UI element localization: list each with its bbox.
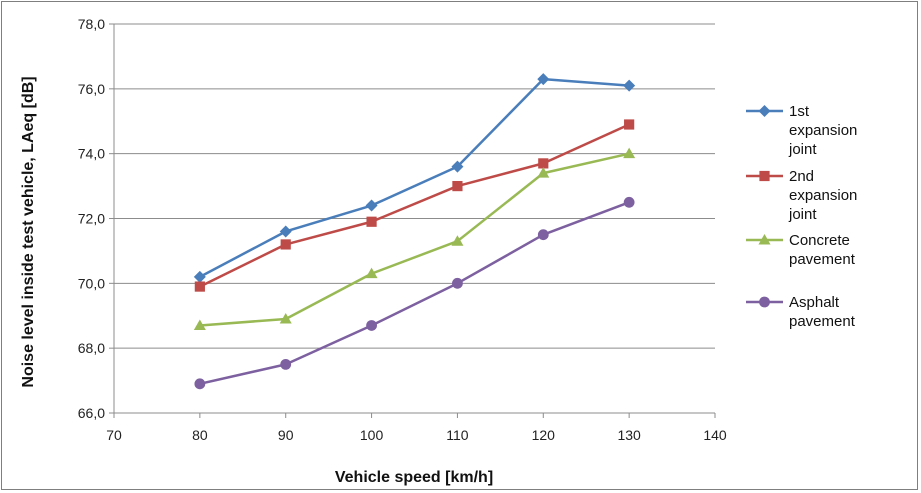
data-point — [537, 73, 550, 86]
series-line — [199, 201, 630, 386]
data-point — [537, 229, 549, 241]
series-line — [199, 77, 630, 278]
data-point — [623, 147, 636, 159]
data-point — [452, 277, 463, 289]
data-point — [365, 267, 378, 279]
legend-label: joint — [788, 206, 817, 223]
data-point — [758, 105, 771, 117]
data-point — [194, 378, 206, 390]
legend-label: 2nd — [789, 168, 814, 185]
x-tick-label: 70 — [106, 427, 122, 443]
legend-label: pavement — [789, 251, 856, 268]
x-tick-label: 130 — [617, 427, 641, 443]
y-axis-title: Noise level inside test vehicle, LAeq [d… — [20, 76, 37, 387]
y-tick-labels: 66,0 68,0 70,0 72,0 74,0 76,0 78,0 — [78, 16, 105, 421]
series-circle — [194, 196, 635, 390]
legend-label: pavement — [789, 313, 856, 330]
x-tick-label: 110 — [446, 427, 469, 443]
y-tick-label: 76,0 — [78, 81, 105, 97]
data-point — [366, 320, 377, 331]
data-point — [193, 270, 206, 283]
series-lines — [193, 73, 636, 390]
data-point — [279, 312, 292, 324]
x-tick-label: 80 — [192, 427, 208, 443]
data-point — [538, 158, 549, 169]
series-square — [194, 119, 635, 292]
y-tick-label: 72,0 — [78, 211, 105, 227]
legend-item: 1st expansion joint — [746, 103, 857, 158]
series-diamond — [193, 73, 636, 283]
y-tick-label: 66,0 — [78, 405, 105, 421]
x-tick-label: 120 — [532, 427, 556, 443]
series-line — [199, 152, 630, 327]
axes — [109, 23, 716, 418]
legend-label: Concrete — [789, 232, 850, 249]
data-point — [194, 281, 205, 292]
gridlines — [114, 23, 715, 349]
legend: 1st expansion joint 2nd expansion joint Concre… — [746, 103, 857, 330]
y-tick-label: 74,0 — [78, 146, 105, 162]
legend-label: joint — [788, 141, 817, 158]
data-point — [623, 196, 635, 208]
legend-item: Asphalt pavement — [746, 294, 856, 330]
data-point — [280, 358, 292, 370]
data-point — [280, 239, 291, 250]
data-point — [758, 234, 771, 245]
x-tick-label: 100 — [360, 427, 384, 443]
legend-item: Concrete pavement — [746, 232, 856, 268]
data-point — [279, 225, 292, 238]
series-line — [199, 123, 630, 288]
legend-item: 2nd expansion joint — [746, 168, 857, 223]
data-point — [366, 216, 377, 227]
y-tick-label: 68,0 — [78, 340, 105, 356]
data-point — [451, 160, 464, 173]
y-tick-label: 78,0 — [78, 16, 105, 32]
data-point — [365, 199, 378, 212]
y-tick-label: 70,0 — [78, 275, 105, 291]
x-tick-label: 140 — [703, 427, 727, 443]
data-point — [451, 235, 464, 246]
x-tick-labels: 70 80 90 100 110 120 130 140 — [106, 427, 727, 443]
data-point — [623, 79, 636, 92]
data-point — [759, 296, 770, 308]
x-axis-title: Vehicle speed [km/h] — [335, 469, 493, 486]
legend-label: 1st — [789, 103, 810, 120]
data-point — [624, 119, 635, 130]
data-point — [759, 170, 770, 182]
series-triangle — [193, 147, 636, 330]
data-point — [193, 319, 206, 330]
data-point — [537, 167, 550, 178]
legend-label: expansion — [789, 122, 857, 139]
legend-label: expansion — [789, 187, 857, 204]
legend-label: Asphalt — [789, 294, 840, 311]
x-tick-label: 90 — [278, 427, 294, 443]
data-point — [452, 180, 463, 192]
